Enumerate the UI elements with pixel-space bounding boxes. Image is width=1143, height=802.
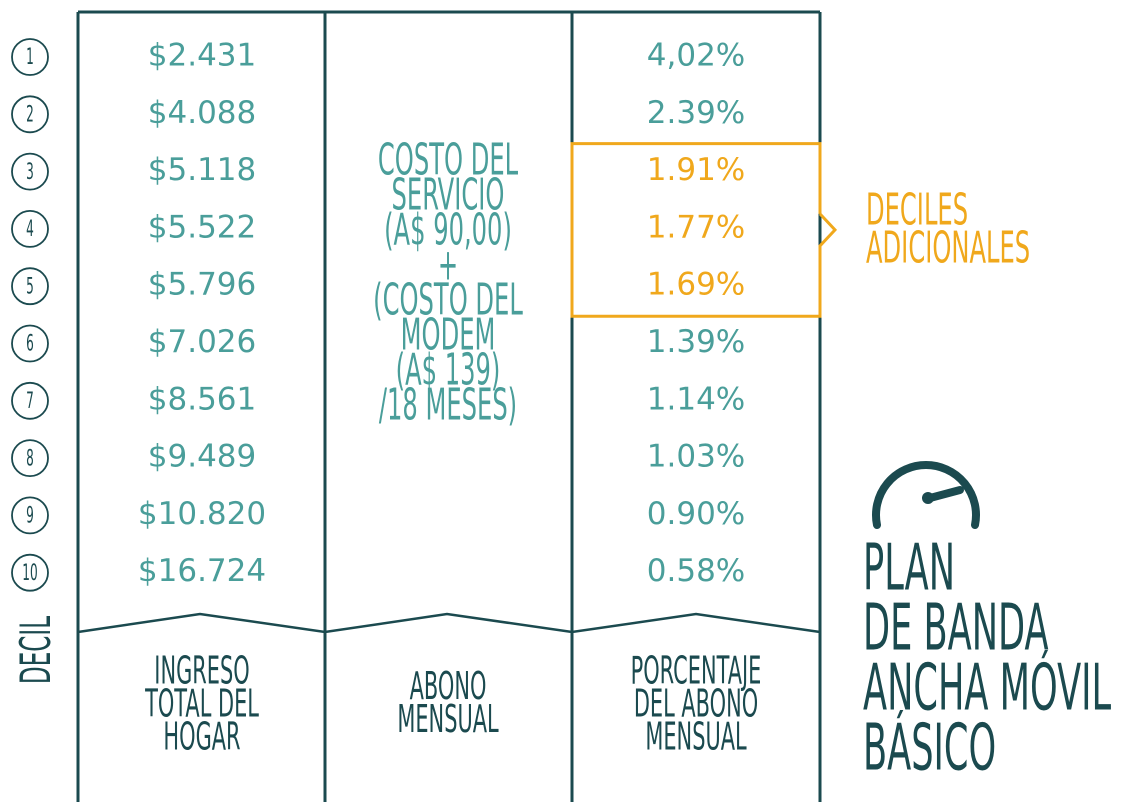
fee-line: (COSTO DEL xyxy=(373,275,523,326)
column-header: MENSUAL xyxy=(645,716,746,759)
decile-circle xyxy=(11,209,49,248)
decile-circle xyxy=(11,496,49,535)
percent-value: 0.58% xyxy=(647,553,745,589)
percent-value: 4,02% xyxy=(647,38,745,74)
income-value: $9.489 xyxy=(148,439,256,475)
fee-line: /18 MESES) xyxy=(379,380,517,431)
percent-value: 2.39% xyxy=(647,95,745,131)
decile-number: 5 xyxy=(26,275,34,300)
decile-number: 6 xyxy=(26,332,34,357)
decile-number: 2 xyxy=(26,103,34,128)
percent-value: 1.03% xyxy=(647,439,745,475)
fee-line: + xyxy=(438,240,458,291)
axis-label: DECIL xyxy=(11,616,59,684)
column-header: PORCENTAJE xyxy=(631,650,762,693)
income-value: $5.796 xyxy=(148,267,256,303)
income-value: $5.118 xyxy=(148,152,256,188)
percent-value: 1.39% xyxy=(647,324,745,360)
decile-number: 7 xyxy=(26,389,34,414)
income-value: $4.088 xyxy=(148,95,256,131)
decile-circle xyxy=(11,152,49,191)
income-value: $16.724 xyxy=(138,553,266,589)
percent-value: 0.90% xyxy=(647,496,745,532)
column-header: INGRESO xyxy=(154,650,249,693)
decile-circle xyxy=(11,38,49,76)
fee-line: MODEM xyxy=(401,310,496,361)
decile-circle xyxy=(11,439,49,478)
title-line: PLAN xyxy=(863,531,955,605)
column-header: MENSUAL xyxy=(397,699,498,742)
percent-value: 1.91% xyxy=(647,152,745,188)
decile-circle xyxy=(11,381,49,420)
highlight-label: ADICIONALES xyxy=(866,223,1030,274)
fee-line: SERVICIO xyxy=(392,170,505,221)
column-header: ABONO xyxy=(410,666,487,709)
decile-circle xyxy=(11,553,49,592)
decile-number: 3 xyxy=(26,160,34,185)
percent-value: 1.77% xyxy=(647,209,745,245)
income-value: $8.561 xyxy=(148,381,256,417)
percent-value: 1.69% xyxy=(647,267,745,303)
decile-circle xyxy=(11,95,49,134)
column-header: TOTAL DEL xyxy=(144,683,259,726)
income-value: $10.820 xyxy=(138,496,266,532)
fee-line: (A$ 90,00) xyxy=(384,205,512,256)
decile-number: 9 xyxy=(26,504,34,529)
income-value: $7.026 xyxy=(148,324,256,360)
gauge-icon xyxy=(872,461,980,529)
decile-number: 10 xyxy=(22,561,37,586)
income-value: $5.522 xyxy=(148,209,256,245)
percent-value: 1.14% xyxy=(647,381,745,417)
column-header: HOGAR xyxy=(163,716,240,759)
fee-line: COSTO DEL xyxy=(378,135,518,186)
fee-line: (A$ 139) xyxy=(396,345,501,396)
decile-number: 8 xyxy=(26,447,34,472)
title-line: BÁSICO xyxy=(863,710,996,786)
title-line: ANCHA MÓVIL xyxy=(863,649,1111,726)
highlight-box xyxy=(570,142,838,318)
decile-number: 4 xyxy=(26,218,34,243)
title-line: DE BANDA xyxy=(863,591,1049,665)
highlight-label: DECILES xyxy=(866,185,968,236)
decile-number: 1 xyxy=(26,46,34,71)
income-value: $2.431 xyxy=(148,38,256,74)
decile-circle xyxy=(11,324,49,363)
decile-circle xyxy=(11,267,49,306)
column-header: DEL ABONO xyxy=(634,683,758,726)
